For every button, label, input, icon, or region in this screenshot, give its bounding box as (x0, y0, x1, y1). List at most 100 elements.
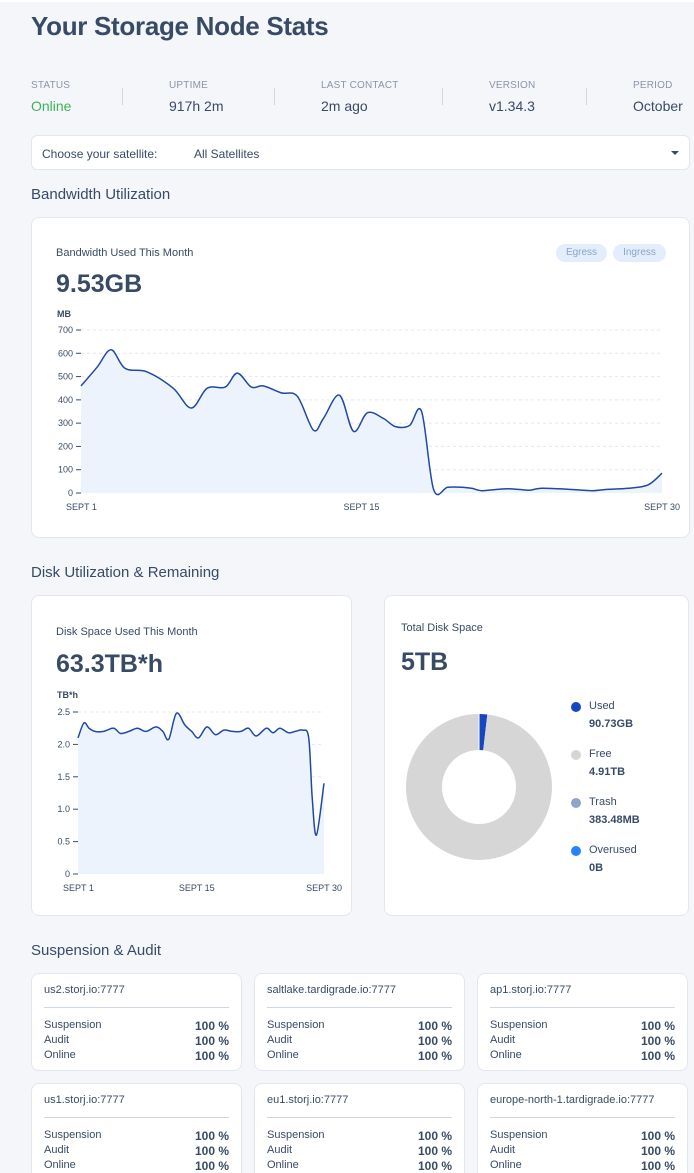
bandwidth-point (110, 349, 111, 350)
stat-label: STATUS (31, 80, 71, 91)
legend-value: 383.48MB (589, 814, 640, 826)
ingress-toggle[interactable]: Ingress (613, 244, 666, 262)
metric-value: 100 % (194, 1159, 229, 1173)
legend-value: 90.73GB (589, 718, 634, 730)
satellite-card: us1.storj.io:7777 Suspension 100 % Audit 100… (31, 1083, 242, 1173)
satellite-name: europe-north-1.tardigrade.io:7777 (490, 1094, 655, 1106)
disk-point (308, 737, 309, 738)
metric-value: 100 % (640, 1129, 675, 1143)
section-title-suspension: Suspension & Audit (31, 942, 162, 959)
stat-value: 2m ago (321, 98, 368, 114)
disk-point (232, 731, 233, 732)
legend-dot (571, 750, 581, 760)
disk-y-tick: 2.5 (57, 707, 70, 717)
disk-point (191, 731, 192, 732)
bandwidth-point (339, 395, 340, 396)
metric-label: Audit (490, 1144, 516, 1156)
section-title-bandwidth: Bandwidth Utilization (31, 186, 171, 203)
bandwidth-point (409, 425, 410, 426)
legend-value: 0B (589, 862, 604, 874)
disk-area (78, 712, 324, 874)
satellite-divider (267, 1007, 452, 1008)
disk-point (223, 730, 224, 731)
satellite-name: eu1.storj.io:7777 (267, 1094, 349, 1106)
bandwidth-point (481, 490, 482, 491)
bandwidth-area (81, 349, 662, 495)
bandwidth-y-tick: 200 (58, 441, 73, 451)
satellite-name: us2.storj.io:7777 (44, 984, 125, 996)
metric-label: Audit (267, 1144, 293, 1156)
satellite-metric-row: Audit 100 % (267, 1034, 452, 1048)
disk-card-title: Disk Space Used This Month (56, 626, 198, 638)
metric-value: 100 % (417, 1144, 452, 1158)
satellite-divider (490, 1117, 675, 1118)
satellite-divider (267, 1117, 452, 1118)
metric-value: 100 % (640, 1144, 675, 1158)
bandwidth-point (297, 396, 298, 397)
legend-label: Overused (589, 844, 637, 856)
bandwidth-point (571, 489, 572, 490)
disk-unit: TB*h (57, 690, 78, 700)
disk-point (83, 722, 84, 723)
bandwidth-chart: 700 600 500 400 300 200 100 0 SEPT 1 SEPT 15 SEPT … (58, 325, 680, 512)
satellite-metric-row: Suspension 100 % (267, 1129, 452, 1143)
metric-label: Suspension (267, 1129, 325, 1141)
legend-label: Free (589, 748, 612, 760)
stat-version: VERSION v1.34.3 (489, 80, 535, 114)
disk-line (77, 712, 325, 836)
disk-point (323, 783, 324, 784)
bandwidth-unit: MB (57, 309, 71, 319)
bandwidth-point (225, 386, 226, 387)
disk-point (312, 796, 313, 797)
disk-x-tick: SEPT 15 (179, 883, 215, 893)
bandwidth-point (281, 392, 282, 393)
legend-label: Trash (589, 796, 617, 808)
bandwidth-point (147, 371, 148, 372)
disk-point (240, 731, 241, 732)
metric-value: 100 % (417, 1159, 452, 1173)
disk-point (88, 728, 89, 729)
bandwidth-point (495, 489, 496, 490)
metric-value: 100 % (640, 1019, 675, 1033)
metric-value: 100 % (194, 1144, 229, 1158)
bandwidth-point (661, 473, 662, 474)
metric-label: Suspension (490, 1129, 548, 1141)
disk-point (198, 737, 199, 738)
metric-label: Audit (44, 1144, 70, 1156)
stat-label: LAST CONTACT (321, 80, 399, 91)
stat-value: October (633, 98, 683, 114)
bandwidth-point (605, 489, 606, 490)
stat-label: PERIOD (633, 80, 673, 91)
disk-point (248, 728, 249, 729)
egress-toggle[interactable]: Egress (556, 244, 607, 262)
legend-dot (571, 798, 581, 808)
disk-x-tick: SEPT 1 (63, 883, 94, 893)
disk-point (162, 731, 163, 732)
bandwidth-point (313, 430, 314, 431)
bandwidth-point (383, 418, 384, 419)
bandwidth-point (433, 489, 434, 490)
disk-y-tick: 1.0 (57, 804, 70, 814)
disk-point (256, 735, 257, 736)
disk-total: 63.3TB*h (56, 650, 163, 678)
bandwidth-point (367, 412, 368, 413)
stat-value: v1.34.3 (489, 98, 535, 114)
satellite-select[interactable]: Choose your satellite: All Satellites (31, 135, 690, 170)
metric-value: 100 % (417, 1034, 452, 1048)
bandwidth-point (421, 411, 422, 412)
bandwidth-point (124, 368, 125, 369)
disk-usage-card: Disk Space Used This Month 63.3TB*h TB*h… (31, 595, 352, 916)
total-disk-value: 5TB (401, 648, 449, 676)
disk-point (316, 835, 317, 836)
bandwidth-point (529, 490, 530, 491)
disk-point (168, 739, 169, 740)
metric-label: Audit (44, 1034, 70, 1046)
satellite-metric-row: Audit 100 % (44, 1144, 229, 1158)
satellite-metric-row: Suspension 100 % (490, 1019, 675, 1033)
bandwidth-point (591, 490, 592, 491)
disk-point (206, 726, 207, 727)
bandwidth-point (507, 488, 508, 489)
satellite-card: europe-north-1.tardigrade.io:7777 Suspens… (477, 1083, 688, 1173)
metric-value: 100 % (194, 1019, 229, 1033)
